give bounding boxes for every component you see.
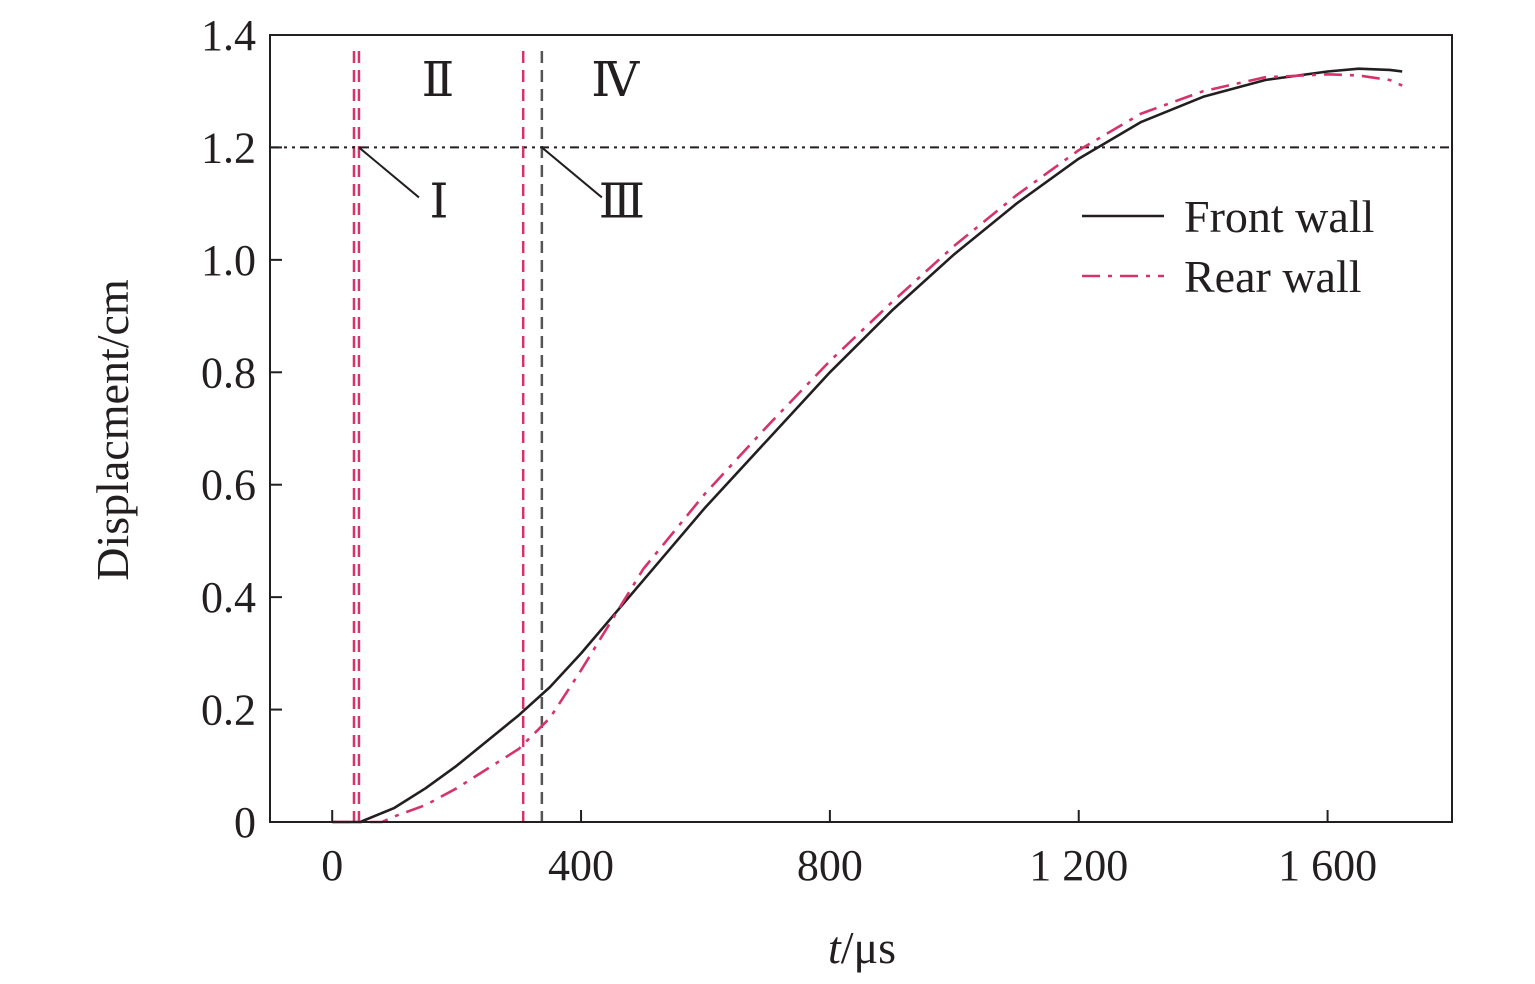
y-tick-label: 0: [234, 798, 256, 847]
y-tick-label: 1.0: [201, 236, 256, 285]
region-label: Ⅲ: [599, 175, 645, 228]
y-tick-label: 0.6: [201, 461, 256, 510]
region-label: Ⅱ: [422, 54, 455, 107]
x-axis-label-symbol: t: [828, 922, 842, 973]
plot-frame: [269, 34, 1453, 823]
legend-label: Front wall: [1184, 191, 1374, 242]
region-pointer-line: [541, 146, 603, 199]
x-tick-label: 800: [797, 841, 863, 890]
region-labels: Ⅰ Ⅱ Ⅲ Ⅳ: [358, 54, 645, 228]
legend: Front wall Rear wall: [1082, 191, 1374, 302]
y-tick-label: 0.8: [201, 348, 256, 397]
y-tick-label: 1.4: [201, 11, 256, 60]
y-tick-label: 0.2: [201, 686, 256, 735]
x-tick-label: 1 200: [1029, 841, 1128, 890]
axis-ticks: 0 400 800 1 200 1 600 0 0.2 0.4 0.6 0.8 1.0 1.2 1.4: [201, 11, 1377, 890]
x-tick-label: 1 600: [1278, 841, 1377, 890]
y-tick-label: 1.2: [201, 123, 256, 172]
series-line-front-wall: [332, 67, 1403, 824]
series-group: [332, 67, 1403, 824]
x-tick-label: 0: [321, 841, 343, 890]
series-line-rear-wall: [332, 73, 1403, 824]
x-axis-label-unit: /μs: [841, 922, 896, 973]
y-axis-label: Displacment/cm: [87, 279, 138, 581]
region-pointer-line: [358, 146, 420, 199]
region-label: Ⅰ: [429, 175, 448, 228]
y-tick-label: 0.4: [201, 573, 256, 622]
x-tick-label: 400: [548, 841, 614, 890]
vertical-markers: [352, 51, 544, 822]
x-axis-label: t/μs: [828, 922, 896, 973]
region-label: Ⅳ: [591, 54, 640, 107]
legend-label: Rear wall: [1184, 251, 1362, 302]
